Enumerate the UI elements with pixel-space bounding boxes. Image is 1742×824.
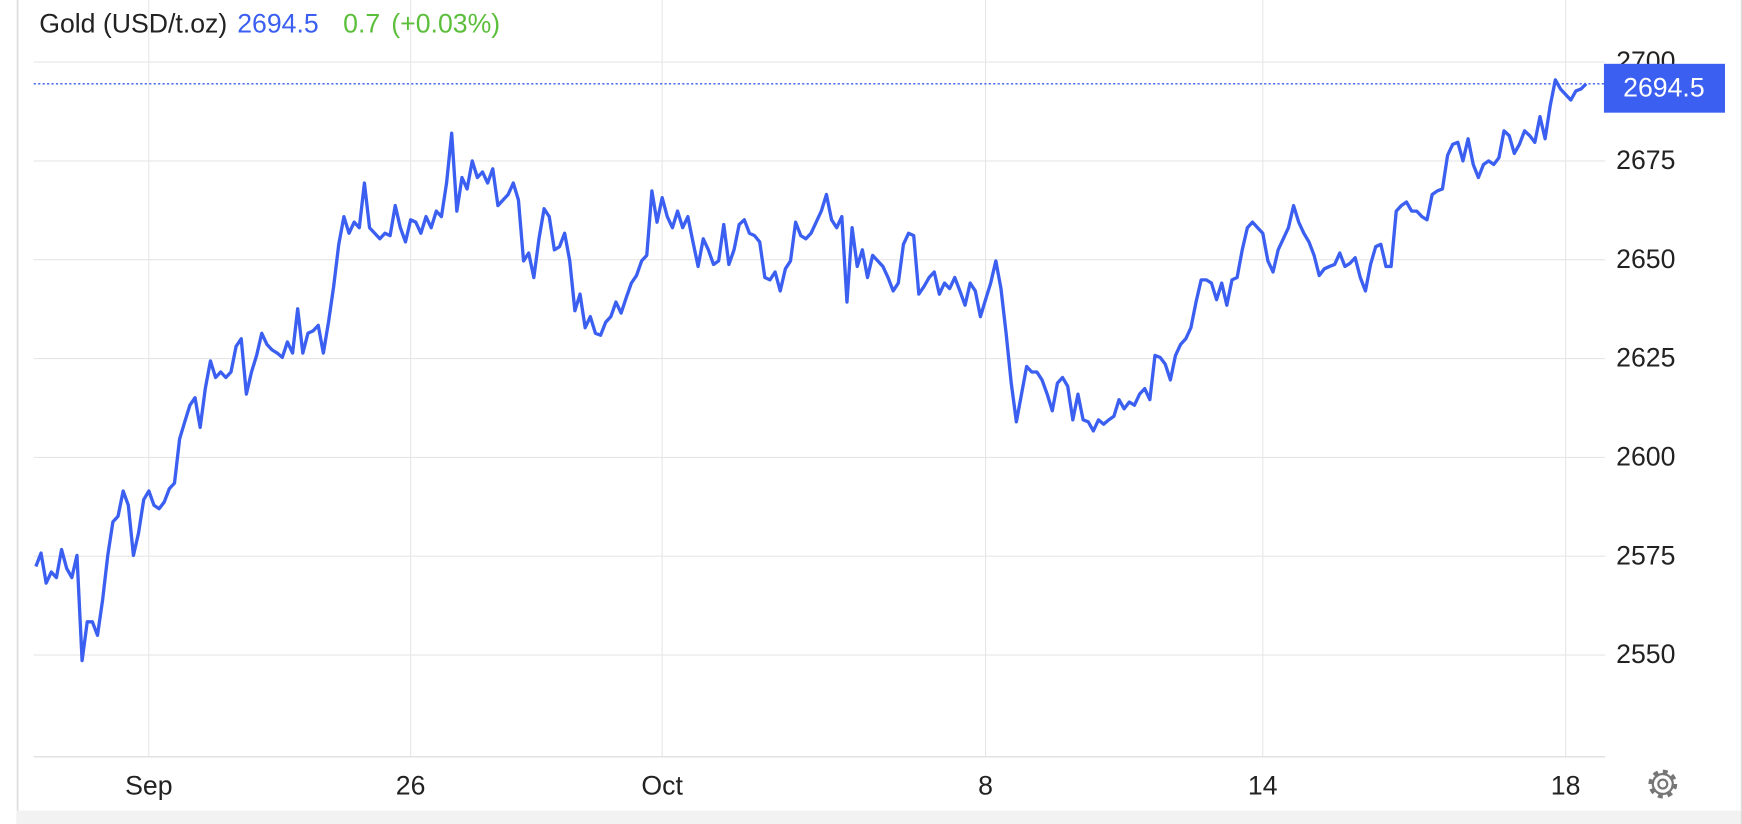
chart-title: Gold (USD/t.oz) [39, 9, 227, 39]
x-tick-label: Sep [125, 770, 172, 800]
settings-icon[interactable] [1648, 769, 1678, 799]
grid [33, 0, 1606, 757]
price-tag: 2694.5 [1603, 63, 1725, 113]
y-tick-label: 2550 [1616, 639, 1675, 669]
header: Gold (USD/t.oz) 2694.5 0.7 (+0.03%) [39, 9, 500, 39]
y-tick-label: 2600 [1616, 442, 1675, 472]
last-price: 2694.5 [237, 9, 318, 39]
price-tag-label: 2694.5 [1623, 72, 1704, 102]
gear-ring [1651, 772, 1674, 796]
plot-area [33, 78, 1606, 663]
gear-hub [1657, 778, 1669, 790]
price-change: 0.7 [343, 9, 380, 39]
y-tick-label: 2675 [1616, 145, 1675, 175]
y-tick-label: 2650 [1616, 244, 1675, 274]
price-tag-box [1603, 63, 1725, 113]
x-tick-label: 8 [978, 770, 993, 800]
price-line [34, 78, 1588, 663]
price-change-percent: (+0.03%) [391, 9, 500, 39]
x-tick-label: Oct [641, 770, 683, 800]
y-tick-label: 2625 [1616, 343, 1675, 373]
y-tick-label: 2575 [1616, 540, 1675, 570]
x-tick-label: 26 [396, 770, 426, 800]
x-tick-label: 14 [1248, 770, 1278, 800]
gear-teeth [1648, 769, 1678, 799]
bottom-band [17, 810, 1742, 824]
x-tick-label: 18 [1551, 770, 1581, 800]
